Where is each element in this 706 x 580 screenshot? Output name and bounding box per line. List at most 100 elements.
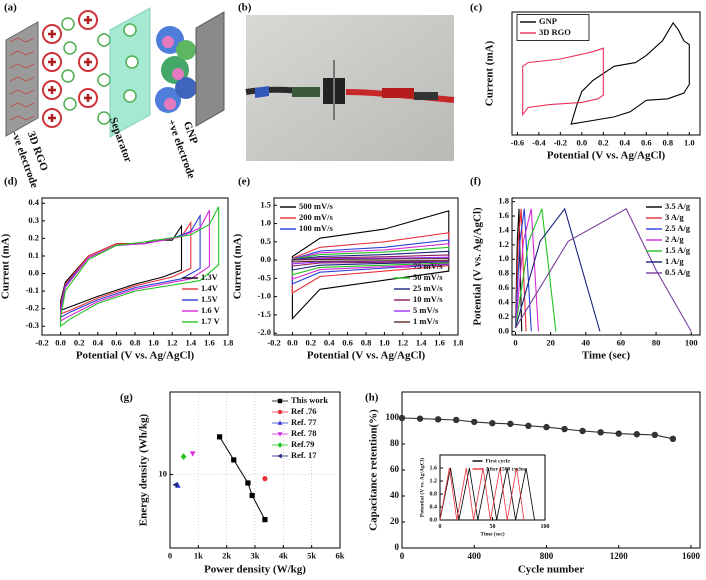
y-tick-label: 0.0 [498,325,509,335]
y-tick-label: 0.0 [430,517,438,523]
point [615,430,622,437]
x-tick-label: 4k [279,551,288,561]
legend-label: GNP [539,16,557,26]
series-line [439,467,535,521]
x-axis-label: Potential (V vs. Ag/AgCl) [547,150,666,162]
x-tick-label: 100 [685,338,698,348]
legend-label: 1.5V [201,294,219,304]
legend-label: Ref .76 [291,406,317,416]
x-tick-label: 0.8 [662,138,673,148]
panel-label: (h) [365,392,379,404]
x-tick-label: 0.6 [641,138,652,148]
y-tick-label: 0.1 [28,250,39,260]
y-tick-label: 0.4 [430,504,438,510]
y-tick-label: 10 [159,468,168,478]
point [249,492,255,499]
x-tick-label: -0.2 [554,138,567,148]
x-tick-label: 100 [541,524,550,530]
panel-label: (g) [120,392,133,404]
x-tick-label: 0 [439,524,442,530]
y-tick-label: -2.0 [258,327,271,337]
legend-marker [277,453,282,459]
x-tick-label: 400 [467,551,481,561]
panel-label: (a) [4,2,17,14]
y-tick-label: 60 [390,464,400,474]
x-axis-label: Cycle number [518,564,584,576]
legend-marker [277,432,283,437]
x-tick-label: 1.4 [416,338,427,348]
y-tick-label: -1.5 [258,309,271,319]
series-line [515,208,692,332]
y-tick-label: 1.5 [260,199,271,209]
series-line [514,207,601,332]
series-line [522,47,604,117]
legend-label: First cycle [486,458,511,464]
legend-label: Ref. 17 [291,450,317,460]
y-tick-label: 40 [390,490,400,500]
legend-label: 50 mV/s [413,272,443,282]
x-tick-label: 0.2 [305,338,316,348]
y-tick-label: 1.2 [430,478,438,484]
series-line [570,21,690,125]
y-tick-label: -0.2 [26,303,39,313]
x-tick-label: 0.0 [55,338,66,348]
y-axis-label: Potential (V vs. Ag/AgCl) [472,207,484,326]
legend-label: 25 mV/s [413,283,443,293]
point [189,451,196,457]
legend-label: 5 mV/s [413,305,439,315]
x-tick-label: 0.0 [287,338,298,348]
y-tick-label: 1.0 [260,218,271,228]
panel-label: (d) [4,176,18,188]
x-tick-label: 0.4 [92,338,103,348]
x-tick-label: 1.8 [223,338,234,348]
point [245,480,251,486]
x-tick-label: 0.4 [619,138,630,148]
legend-label: Ref.79 [291,439,314,449]
plot-frame [169,391,341,549]
y-tick-label: -0.1 [26,285,39,295]
x-tick-label: 0.2 [598,138,609,148]
photo [245,15,455,161]
y-tick-label: 1.2 [498,239,509,249]
point [507,420,514,428]
point [398,414,406,422]
y-tick-label: -0.3 [26,320,39,330]
x-tick-label: 0 [513,338,517,348]
legend-box [516,14,590,41]
legend-marker [277,398,283,404]
x-tick-label: 80 [652,338,661,348]
panel-label: (e) [238,176,251,188]
point [262,517,268,523]
x-tick-label: 40 [582,338,591,348]
y-tick-label: 0.0 [260,254,271,264]
panel-label: (c) [470,2,483,14]
x-tick-label: 1.6 [434,338,445,348]
plot-frame [41,197,229,336]
x-tick-label: 1.0 [148,338,159,348]
series-line [514,208,557,332]
y-tick-label: 0.4 [498,297,509,307]
y-tick-label: 80 [390,438,400,448]
legend-marker [277,420,283,425]
legend-label: This work [291,395,328,405]
series-line [439,467,525,521]
x-tick-label: 60 [617,338,626,348]
x-tick-label: -0.2 [35,338,48,348]
y-tick-label: 1.6 [430,465,438,471]
point [216,434,223,440]
x-tick-label: 3k [251,551,260,561]
legend-label: 1.3V [201,272,219,282]
legend-label: Ref. 77 [291,417,317,427]
point [471,418,478,426]
x-tick-label: 1k [194,551,203,561]
point [172,481,178,488]
series-line [291,232,450,294]
legend-label: 500 mV/s [299,201,333,211]
x-tick-label: 1600 [682,551,701,561]
point [669,435,677,442]
y-axis-label: Current (mA) [0,233,12,299]
panel-label: (b) [238,2,252,14]
y-axis-label: Energy density (Wh/kg) [138,413,150,526]
legend-label: After 1500 cycles [486,466,526,472]
x-axis-label: Time (sec) [582,350,631,362]
